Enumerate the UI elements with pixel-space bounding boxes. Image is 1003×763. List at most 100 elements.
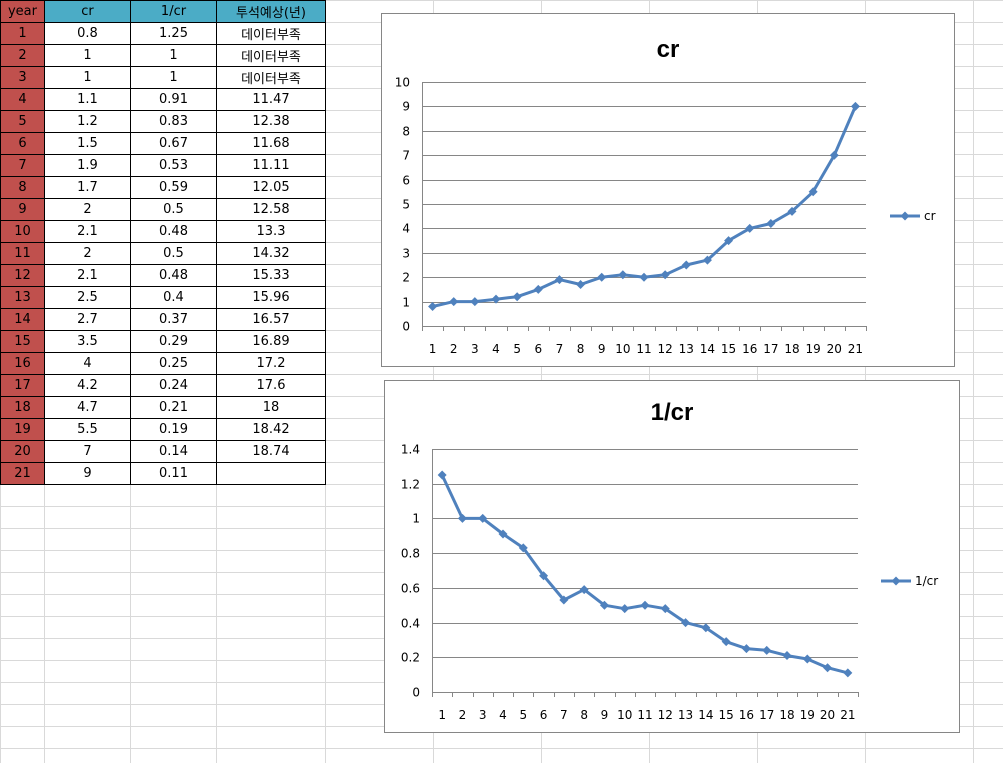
cell-inverse-cr[interactable]: 0.5: [130, 242, 217, 265]
table-row: 17 4.2 0.24 17.6: [0, 374, 326, 397]
cell-year[interactable]: 1: [0, 22, 45, 45]
cell-dialysis-forecast[interactable]: 13.3: [216, 220, 326, 243]
cell-cr[interactable]: 2.1: [44, 264, 131, 287]
cell-cr[interactable]: 2.7: [44, 308, 131, 331]
cell-year[interactable]: 9: [0, 198, 45, 221]
data-point: [618, 270, 628, 280]
cell-year[interactable]: 20: [0, 440, 45, 463]
data-table: year cr 1/cr 투석예상(년) 1 0.8 1.25 데이터부족 2 1 1 데이터…: [0, 0, 326, 485]
cell-inverse-cr[interactable]: 0.11: [130, 462, 217, 485]
cell-year[interactable]: 12: [0, 264, 45, 287]
cell-cr[interactable]: 2.1: [44, 220, 131, 243]
cell-dialysis-forecast[interactable]: 데이터부족: [216, 44, 326, 67]
cell-dialysis-forecast[interactable]: 18.74: [216, 440, 326, 463]
cell-year[interactable]: 8: [0, 176, 45, 199]
cell-cr[interactable]: 1.2: [44, 110, 131, 133]
cell-cr[interactable]: 4.7: [44, 396, 131, 419]
cell-cr[interactable]: 1.5: [44, 132, 131, 155]
cell-dialysis-forecast[interactable]: 데이터부족: [216, 66, 326, 89]
cell-dialysis-forecast[interactable]: 15.33: [216, 264, 326, 287]
cell-inverse-cr[interactable]: 0.14: [130, 440, 217, 463]
cell-cr[interactable]: 1: [44, 44, 131, 67]
cell-inverse-cr[interactable]: 0.91: [130, 88, 217, 111]
cell-year[interactable]: 6: [0, 132, 45, 155]
header-year[interactable]: year: [0, 0, 45, 23]
cell-dialysis-forecast[interactable]: 18: [216, 396, 326, 419]
header-inverse-cr[interactable]: 1/cr: [130, 0, 217, 23]
cell-inverse-cr[interactable]: 0.67: [130, 132, 217, 155]
data-point: [640, 600, 650, 610]
cell-dialysis-forecast[interactable]: 17.2: [216, 352, 326, 375]
y-tick-label: 7: [402, 149, 410, 163]
cell-dialysis-forecast[interactable]: 11.11: [216, 154, 326, 177]
cr-chart[interactable]: cr 0 1 2 3 4 5 6 7 8 9 10 1 2 3 4 5 6 7 8 9 10 11 12 13 14 15 16 17…: [381, 13, 955, 367]
cell-year[interactable]: 7: [0, 154, 45, 177]
cell-cr[interactable]: 1.7: [44, 176, 131, 199]
cell-year[interactable]: 3: [0, 66, 45, 89]
cell-inverse-cr[interactable]: 0.29: [130, 330, 217, 353]
cell-cr[interactable]: 4.2: [44, 374, 131, 397]
cell-dialysis-forecast[interactable]: 16.89: [216, 330, 326, 353]
cell-cr[interactable]: 3.5: [44, 330, 131, 353]
cell-cr[interactable]: 2: [44, 198, 131, 221]
cell-inverse-cr[interactable]: 0.25: [130, 352, 217, 375]
cell-inverse-cr[interactable]: 1.25: [130, 22, 217, 45]
cell-cr[interactable]: 2.5: [44, 286, 131, 309]
x-tick-label: 17: [759, 708, 774, 722]
cell-inverse-cr[interactable]: 0.4: [130, 286, 217, 309]
cell-inverse-cr[interactable]: 1: [130, 66, 217, 89]
x-tick-label: 19: [806, 342, 821, 356]
cell-inverse-cr[interactable]: 0.5: [130, 198, 217, 221]
cell-cr[interactable]: 7: [44, 440, 131, 463]
cell-year[interactable]: 2: [0, 44, 45, 67]
cell-inverse-cr[interactable]: 0.59: [130, 176, 217, 199]
header-cr[interactable]: cr: [44, 0, 131, 23]
cell-cr[interactable]: 1: [44, 66, 131, 89]
cell-year[interactable]: 19: [0, 418, 45, 441]
cell-dialysis-forecast[interactable]: 11.68: [216, 132, 326, 155]
cell-year[interactable]: 11: [0, 242, 45, 265]
cell-cr[interactable]: 4: [44, 352, 131, 375]
cell-cr[interactable]: 0.8: [44, 22, 131, 45]
cell-cr[interactable]: 2: [44, 242, 131, 265]
cell-inverse-cr[interactable]: 0.21: [130, 396, 217, 419]
cell-inverse-cr[interactable]: 0.48: [130, 264, 217, 287]
cell-year[interactable]: 21: [0, 462, 45, 485]
cell-year[interactable]: 13: [0, 286, 45, 309]
cell-cr[interactable]: 1.9: [44, 154, 131, 177]
inverse-cr-chart[interactable]: 1/cr 0 0.2 0.4 0.6 0.8 1 1.2 1.4 1 2 3 4 5 6 7 8 9 10 11 12…: [384, 380, 960, 733]
cell-dialysis-forecast[interactable]: 데이터부족: [216, 22, 326, 45]
cell-inverse-cr[interactable]: 0.19: [130, 418, 217, 441]
cell-year[interactable]: 18: [0, 396, 45, 419]
cell-dialysis-forecast[interactable]: 11.47: [216, 88, 326, 111]
cell-inverse-cr[interactable]: 1: [130, 44, 217, 67]
cell-inverse-cr[interactable]: 0.53: [130, 154, 217, 177]
cell-inverse-cr[interactable]: 0.83: [130, 110, 217, 133]
cell-dialysis-forecast[interactable]: 12.05: [216, 176, 326, 199]
cell-cr[interactable]: 5.5: [44, 418, 131, 441]
cell-year[interactable]: 5: [0, 110, 45, 133]
cell-year[interactable]: 10: [0, 220, 45, 243]
cell-inverse-cr[interactable]: 0.48: [130, 220, 217, 243]
cell-year[interactable]: 17: [0, 374, 45, 397]
cell-year[interactable]: 4: [0, 88, 45, 111]
cell-year[interactable]: 15: [0, 330, 45, 353]
cell-dialysis-forecast[interactable]: 18.42: [216, 418, 326, 441]
y-tick-label: 8: [402, 125, 410, 139]
y-tick-label: 10: [395, 76, 410, 90]
cell-year[interactable]: 14: [0, 308, 45, 331]
cell-dialysis-forecast[interactable]: 16.57: [216, 308, 326, 331]
cell-dialysis-forecast[interactable]: [216, 462, 326, 485]
cell-cr[interactable]: 9: [44, 462, 131, 485]
cell-inverse-cr[interactable]: 0.24: [130, 374, 217, 397]
cell-dialysis-forecast[interactable]: 14.32: [216, 242, 326, 265]
cell-dialysis-forecast[interactable]: 15.96: [216, 286, 326, 309]
cell-dialysis-forecast[interactable]: 12.58: [216, 198, 326, 221]
cell-year[interactable]: 16: [0, 352, 45, 375]
header-dialysis-forecast[interactable]: 투석예상(년): [216, 0, 326, 23]
cell-dialysis-forecast[interactable]: 17.6: [216, 374, 326, 397]
cell-cr[interactable]: 1.1: [44, 88, 131, 111]
cell-dialysis-forecast[interactable]: 12.38: [216, 110, 326, 133]
cell-inverse-cr[interactable]: 0.37: [130, 308, 217, 331]
